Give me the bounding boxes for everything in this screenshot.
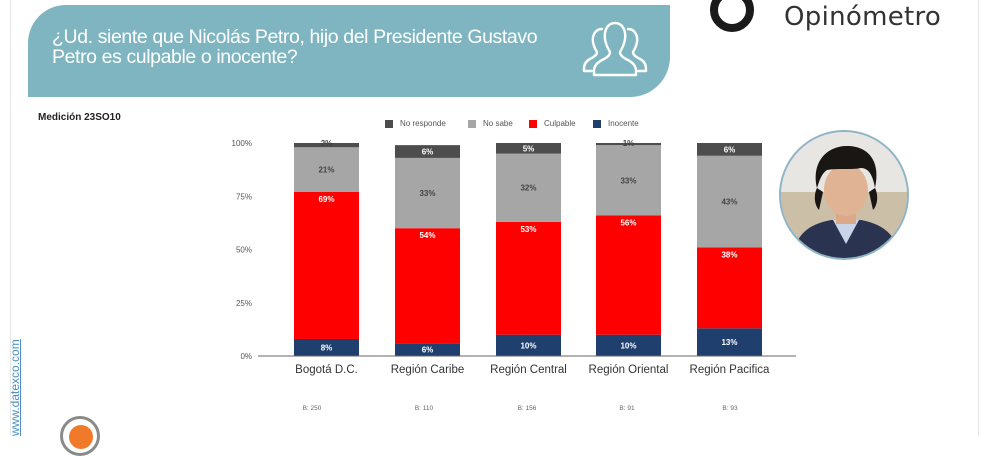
x-tick-label: Región Oriental [589, 364, 669, 376]
data-label: 13% [721, 338, 737, 347]
bar-segment-no-responde [596, 143, 661, 146]
data-label: 2% [321, 139, 333, 148]
data-label: 5% [523, 144, 535, 153]
data-label: 53% [520, 225, 536, 234]
bar-segment-culpable [294, 191, 359, 339]
data-label: 33% [419, 189, 435, 198]
base-label: B: 250 [302, 405, 322, 412]
data-label: 32% [520, 184, 536, 193]
question-title: ¿Ud. siente que Nicolás Petro, hijo del … [52, 26, 538, 68]
legend-item-culpable: Culpable [529, 119, 576, 128]
base-label: B: 91 [619, 405, 635, 412]
data-label: 6% [724, 145, 736, 154]
base-label: B: 110 [414, 405, 434, 412]
data-label: 1% [623, 139, 635, 148]
data-label: 33% [620, 176, 636, 185]
frame-left-border [10, 0, 11, 436]
bar-segment-culpable [596, 215, 661, 335]
logo-ring-icon [710, 0, 754, 32]
bar-segment-inocente [294, 338, 359, 356]
data-label: 56% [620, 218, 636, 227]
x-tick-label: Región Central [490, 364, 567, 376]
legend-swatch-no-sabe [468, 119, 476, 128]
legend-swatch-inocente [593, 119, 601, 128]
data-label: 38% [721, 250, 737, 259]
question-banner: ¿Ud. siente que Nicolás Petro, hijo del … [28, 5, 670, 97]
bar-segment-no-responde [294, 143, 359, 148]
legend-item-no-sabe: No sabe [468, 119, 513, 128]
bar-segment-no-responde [496, 143, 561, 154]
y-tick-label: 0% [240, 352, 252, 361]
bar-segment-no-sabe [697, 155, 762, 248]
y-tick-label: 50% [236, 246, 252, 255]
legend-swatch-no-responde [385, 119, 393, 128]
bar-segment-culpable [697, 247, 762, 329]
x-tick-label: Región Caribe [391, 364, 465, 376]
data-label: 69% [318, 195, 334, 204]
legend-swatch-culpable [529, 119, 537, 128]
bar-segment-no-responde [697, 143, 762, 156]
base-label: B: 156 [517, 405, 537, 412]
bar-segment-inocente [596, 334, 661, 356]
y-tick-label: 75% [236, 192, 252, 201]
people-group-icon [582, 21, 648, 77]
bar-segment-no-responde [395, 145, 460, 158]
y-tick-label: 100% [232, 139, 252, 148]
legend-item-inocente: Inocente [593, 119, 639, 128]
bar-segment-no-sabe [294, 147, 359, 192]
data-label: 54% [419, 231, 435, 240]
bar-segment-no-sabe [395, 157, 460, 229]
person-photo [779, 130, 909, 260]
frame-right-border [978, 0, 979, 436]
legend-label: Culpable [544, 119, 576, 128]
data-label: 6% [422, 346, 434, 355]
legend-label: No responde [400, 119, 446, 128]
bar-segment-culpable [496, 221, 561, 335]
data-label: 10% [520, 341, 536, 350]
bar-segment-no-sabe [496, 153, 561, 222]
legend-item-no-responde: No responde [385, 119, 446, 128]
brand-name: Opinómetro [784, 2, 942, 32]
bar-segment-culpable [395, 228, 460, 344]
data-label: 43% [721, 198, 737, 207]
stacked-bar-chart: 0% 25% 50% 75% 100% 8% 69% 21% 2% Bogotá D.C. 6% 54… [232, 139, 796, 376]
bar-segment-no-sabe [596, 145, 661, 216]
y-tick-label: 25% [236, 299, 252, 308]
bar-segment-inocente [395, 343, 460, 356]
data-label: 21% [318, 166, 334, 175]
x-tick-label: Bogotá D.C. [295, 364, 358, 376]
x-tick-label: Región Pacifica [690, 364, 771, 376]
data-label: 10% [620, 341, 636, 350]
legend-label: No sabe [483, 119, 513, 128]
data-label: 6% [422, 148, 434, 157]
bar-segment-inocente [697, 328, 762, 356]
data-label: 8% [321, 343, 333, 352]
legend-label: Inocente [608, 119, 639, 128]
bar-segment-inocente [496, 334, 561, 356]
base-label: B: 93 [722, 405, 738, 412]
measurement-label: Medición 23SO10 [38, 112, 121, 123]
